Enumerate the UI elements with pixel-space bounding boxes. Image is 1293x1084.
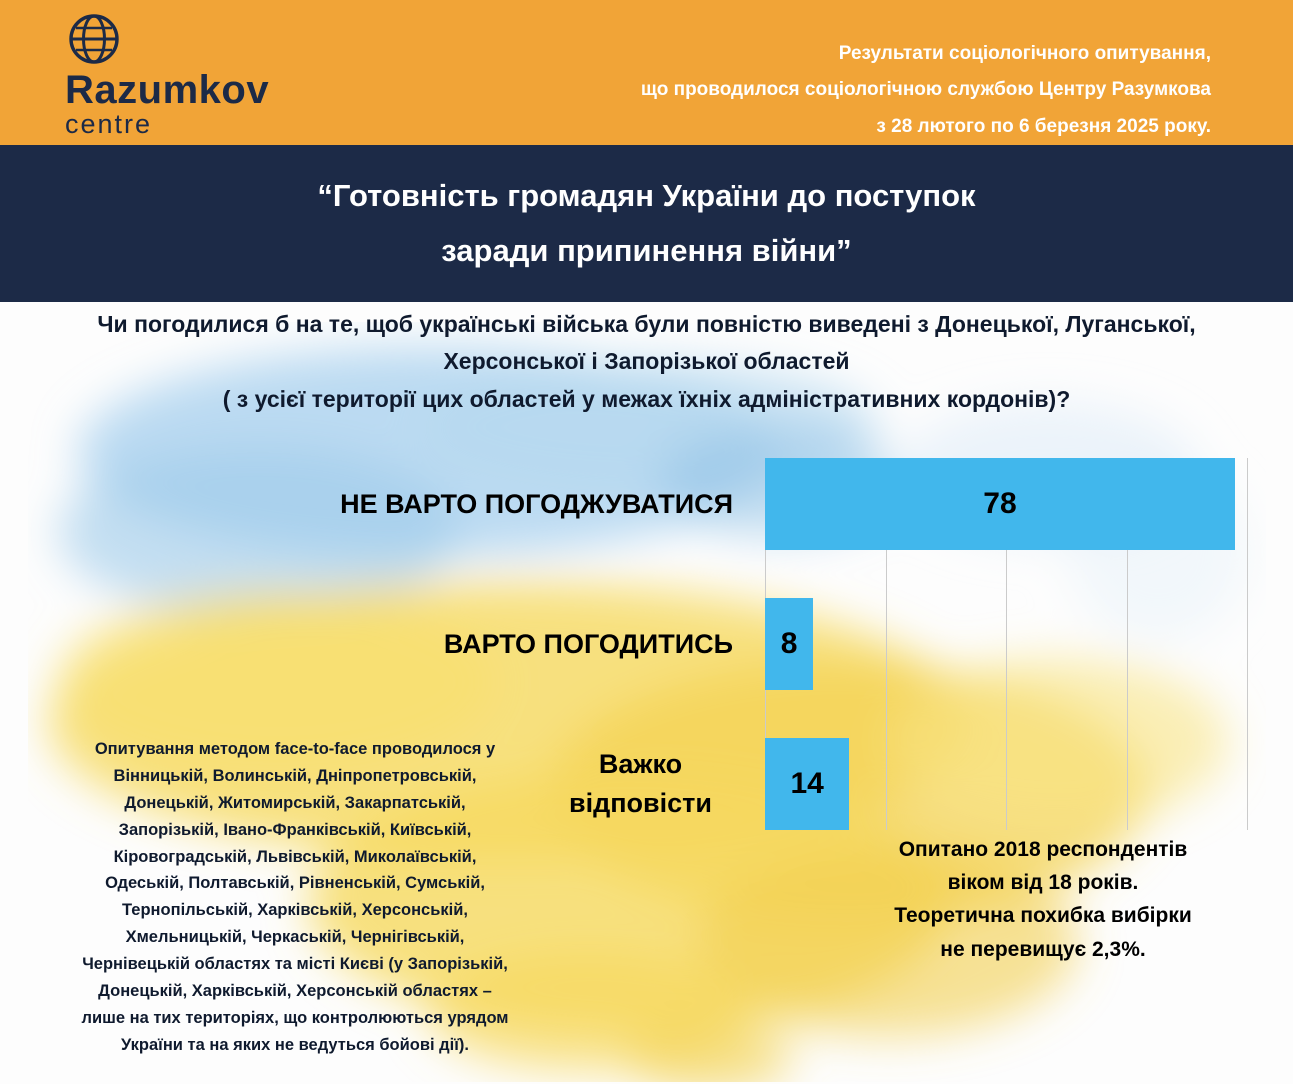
bar-hard-to-answer: 14 — [765, 738, 850, 830]
methodology-footnote: Опитування методом face-to-face проводил… — [81, 740, 509, 1054]
bar-value-not-agree: 78 — [983, 487, 1017, 520]
logo: Razumkov centre — [65, 12, 269, 140]
logo-title: Razumkov — [65, 68, 270, 112]
bar-label-hard-to-answer: Важко відповісти — [569, 748, 712, 818]
logo-subtitle: centre — [65, 109, 153, 139]
bar-row: 8 — [765, 598, 1247, 690]
header: Razumkov centre Результати соціологічног… — [0, 0, 1293, 145]
bar-chart: 78 8 14 — [765, 458, 1248, 830]
bar-value-hard-to-answer: 14 — [790, 767, 824, 800]
bar-label-not-agree: НЕ ВАРТО ПОГОДЖУВАТИСЯ — [340, 488, 733, 519]
bar-value-agree: 8 — [780, 627, 798, 660]
page-title: “Готовність громадян України до поступок… — [317, 178, 976, 268]
globe-icon — [69, 14, 119, 64]
bar-row: 78 — [765, 458, 1247, 550]
bar-not-agree: 78 — [765, 458, 1235, 550]
survey-period-note: Результати соціологічного опитування, що… — [640, 43, 1211, 137]
sample-size-note: Опитано 2018 респондентів віком від 18 р… — [894, 838, 1192, 961]
bar-agree: 8 — [765, 598, 814, 690]
bar-label-agree: ВАРТО ПОГОДИТИСЬ — [443, 628, 733, 659]
title-band: “Готовність громадян України до поступок… — [0, 145, 1293, 302]
bar-row: 14 — [765, 738, 1247, 830]
survey-question: Чи погодилися б на те, щоб українські ві… — [97, 311, 1196, 412]
